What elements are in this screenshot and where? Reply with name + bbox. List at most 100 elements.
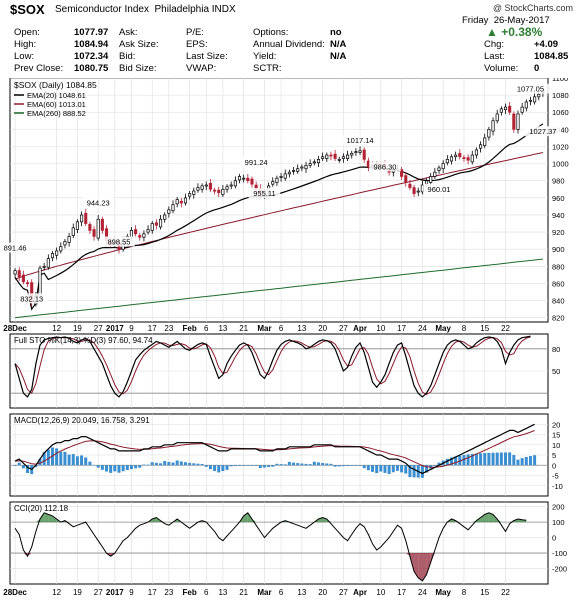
quote-label: Ask: <box>119 27 138 38</box>
macd-histogram-bar <box>350 465 354 466</box>
x-axis-label: 17 <box>397 324 406 333</box>
macd-histogram-bar <box>238 465 242 466</box>
macd-histogram-bar <box>524 456 528 466</box>
price-candle <box>499 108 503 113</box>
macd-histogram-bar <box>292 462 296 466</box>
quote-label: Chg: <box>484 39 505 50</box>
symbol: $SOX <box>10 2 45 17</box>
price-candle <box>479 144 483 149</box>
macd-histogram-bar <box>204 465 208 467</box>
quote-value: 1084.94 <box>74 39 109 50</box>
price-candle <box>437 167 441 171</box>
quote-value: +4.09 <box>534 39 559 50</box>
x-axis-label: 27 <box>94 324 103 333</box>
price-tick-label: 960 <box>552 194 565 203</box>
price-candle <box>229 184 233 187</box>
macd-histogram-bar <box>100 465 104 470</box>
price-annotation: 1027.37 <box>529 127 556 136</box>
price-candle <box>445 158 449 164</box>
price-candle <box>80 214 84 223</box>
price-candle <box>441 163 445 170</box>
quote-label: Volume: <box>484 63 519 74</box>
price-annotation-bg <box>103 236 135 247</box>
macd-histogram-bar <box>229 465 233 467</box>
quote-label: Open: <box>14 27 40 38</box>
price-candle <box>412 187 416 194</box>
price-candle <box>520 106 524 113</box>
macd-tick-label: 10 <box>552 441 560 450</box>
macd-tick-label: 15 <box>552 431 560 440</box>
price-candle <box>55 250 59 256</box>
ema260-line <box>15 258 543 319</box>
x-axis-label: 13 <box>218 324 227 333</box>
quote-label: Last: <box>484 51 505 62</box>
price-candle <box>163 214 167 220</box>
price-candle <box>495 113 499 122</box>
macd-histogram-bar <box>92 464 96 466</box>
macd-histogram-bar <box>159 463 163 466</box>
price-candle <box>429 176 433 183</box>
price-candle <box>25 282 30 284</box>
price-candle <box>158 218 163 228</box>
macd-line <box>14 423 535 475</box>
cci-positive-fill <box>52 515 57 523</box>
price-candle <box>92 229 96 237</box>
price-annotation: 898.55 <box>108 237 131 246</box>
price-tick-label: 940 <box>552 211 565 220</box>
price-annotation: 832.13 <box>20 294 43 303</box>
price-candle <box>312 161 316 164</box>
price-candle <box>275 177 279 183</box>
macd-histogram-bar <box>333 465 337 467</box>
macd-histogram-bar <box>150 462 154 466</box>
price-candle <box>96 218 100 239</box>
quote-value: 1080.75 <box>74 63 109 74</box>
bottom-x-axis-label: Mar <box>257 588 271 597</box>
price-candle <box>350 152 354 156</box>
macd-histogram-bar <box>449 457 453 466</box>
x-axis-label: 27 <box>339 324 348 333</box>
macd-histogram-bar <box>474 453 478 466</box>
price-candle <box>213 189 217 192</box>
change-percent: ▲ +0.38% <box>486 25 542 39</box>
price-candle <box>59 246 63 252</box>
ema-legend-label: EMA(260) 888.52 <box>27 109 86 118</box>
macd-histogram-bar <box>138 465 142 468</box>
price-candle <box>433 171 437 177</box>
bottom-x-axis-label: 9 <box>129 588 134 597</box>
macd-histogram-bar <box>121 465 125 472</box>
bottom-x-axis-label: 17 <box>148 588 157 597</box>
price-candle <box>88 224 92 231</box>
price-candle <box>408 183 412 188</box>
stoch-legend: Full STO %K(14,3) %D(3) 97.60, 94.74 <box>14 336 153 345</box>
ema-legend-label: EMA(20) 1048.61 <box>27 91 86 100</box>
stoch-d-line <box>14 336 531 395</box>
macd-histogram-bar <box>425 465 429 473</box>
exchange-text: Philadelphia INDX <box>154 4 236 15</box>
stoch-tick-label: 80 <box>552 345 560 354</box>
macd-histogram-bar <box>267 465 271 468</box>
price-candle <box>321 156 325 159</box>
quote-label: SCTR: <box>253 63 282 74</box>
macd-histogram-bar <box>167 461 171 466</box>
price-tick-label: 820 <box>552 314 565 323</box>
x-axis-label: 13 <box>297 324 306 333</box>
macd-histogram-bar <box>366 465 370 471</box>
date-value: 26-May-2017 <box>493 15 550 26</box>
macd-histogram-bar <box>458 455 462 466</box>
quote-value: 0 <box>534 63 540 74</box>
price-candle <box>333 153 337 159</box>
price-annotation: 955.11 <box>253 189 275 198</box>
macd-histogram-bar <box>279 464 283 466</box>
cci-tick-label: 200 <box>552 503 565 512</box>
bottom-x-axis-label: 27 <box>94 588 103 597</box>
quote-label: Prev Close: <box>14 63 64 74</box>
macd-histogram-bar <box>533 455 537 466</box>
x-axis-label: 28Dec <box>3 324 27 333</box>
x-axis-label: May <box>435 324 451 333</box>
macd-histogram-bar <box>391 465 395 473</box>
x-axis-label: Mar <box>257 324 271 333</box>
price-candle <box>192 190 196 195</box>
macd-histogram-bar <box>495 452 499 466</box>
macd-histogram-bar <box>42 452 46 466</box>
price-candle <box>512 113 516 130</box>
